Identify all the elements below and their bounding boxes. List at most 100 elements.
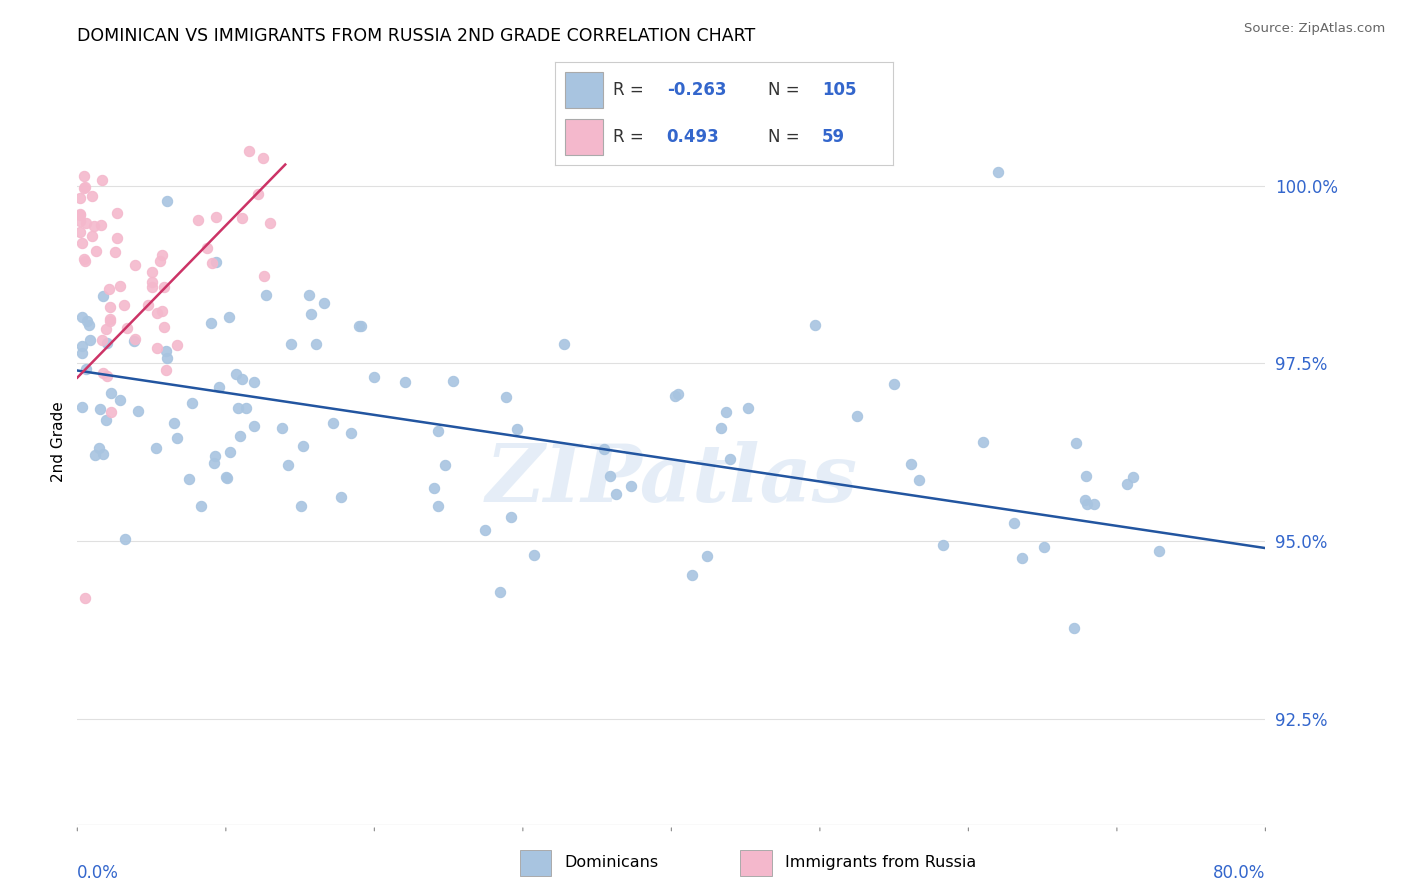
Point [205, 255, 228, 269]
Text: 59: 59 [823, 128, 845, 145]
Point [100, 386, 122, 401]
Point [204, 449, 226, 463]
Point [1064, 435, 1087, 450]
Point [620, 479, 643, 493]
Point [363, 370, 385, 384]
Point [97, 281, 120, 295]
Point [312, 296, 335, 310]
Point [246, 187, 269, 202]
Point [1074, 493, 1097, 508]
Point [202, 456, 225, 470]
Point [141, 265, 163, 279]
Point [141, 280, 163, 294]
Point [1002, 516, 1025, 530]
Point [150, 303, 173, 318]
Point [124, 332, 146, 346]
Point [737, 401, 759, 416]
Point [96, 368, 118, 383]
Point [714, 405, 737, 419]
Text: Dominicans: Dominicans [565, 855, 659, 870]
Point [91, 172, 114, 186]
Point [114, 532, 136, 546]
Point [298, 288, 321, 302]
Point [155, 351, 177, 366]
Point [84, 448, 107, 462]
Point [162, 416, 184, 430]
Point [73, 591, 96, 605]
Point [70, 400, 93, 414]
Point [180, 396, 202, 410]
Point [166, 431, 188, 445]
Point [208, 380, 231, 394]
Point [972, 434, 994, 449]
Point [718, 452, 741, 467]
Point [1033, 540, 1056, 554]
Point [339, 426, 361, 441]
Point [127, 404, 149, 418]
Point [218, 445, 240, 459]
Point [605, 486, 627, 500]
Point [474, 523, 496, 537]
Point [100, 300, 122, 314]
Point [350, 318, 373, 333]
Point [200, 317, 222, 331]
Point [682, 567, 704, 582]
Point [253, 269, 276, 284]
Point [256, 288, 278, 302]
Point [115, 321, 138, 335]
Point [322, 416, 344, 430]
Point [1063, 621, 1085, 635]
Point [156, 194, 179, 208]
Point [108, 393, 131, 408]
Point [215, 470, 238, 484]
Point [599, 468, 621, 483]
Point [187, 212, 209, 227]
Point [108, 278, 131, 293]
Point [271, 421, 294, 435]
Point [77, 318, 100, 333]
Point [243, 375, 266, 389]
Point [231, 372, 253, 386]
Point [75, 179, 97, 194]
Point [1074, 468, 1097, 483]
Point [900, 457, 922, 471]
Point [433, 458, 456, 472]
Point [96, 335, 118, 350]
Point [73, 252, 96, 266]
Point [87, 442, 110, 456]
Point [218, 310, 240, 324]
Point [83, 219, 105, 233]
Point [883, 377, 905, 392]
Point [112, 298, 135, 312]
Text: DOMINICAN VS IMMIGRANTS FROM RUSSIA 2ND GRADE CORRELATION CHART: DOMINICAN VS IMMIGRANTS FROM RUSSIA 2ND … [77, 28, 755, 45]
Bar [740, 850, 772, 876]
Text: Source: ZipAtlas.com: Source: ZipAtlas.com [1244, 22, 1385, 36]
Point [553, 337, 575, 351]
Text: 0.0%: 0.0% [77, 864, 120, 882]
Point [804, 318, 827, 332]
Point [69, 225, 91, 239]
Point [347, 318, 370, 333]
Point [80, 189, 103, 203]
Point [664, 389, 686, 403]
Point [72, 235, 94, 250]
Point [75, 362, 97, 376]
Point [846, 409, 869, 424]
Point [441, 374, 464, 388]
Point [80, 229, 103, 244]
Point [259, 216, 281, 230]
Point [91, 289, 114, 303]
Point [226, 401, 249, 415]
Point [1011, 551, 1033, 566]
Point [987, 164, 1010, 178]
Text: R =: R = [613, 80, 648, 99]
Point [70, 310, 93, 325]
Point [105, 230, 128, 244]
Point [84, 244, 107, 258]
Point [91, 367, 114, 381]
Point [146, 341, 169, 355]
Point [76, 314, 98, 328]
Point [69, 207, 91, 221]
Text: 80.0%: 80.0% [1213, 864, 1265, 882]
Point [305, 336, 328, 351]
